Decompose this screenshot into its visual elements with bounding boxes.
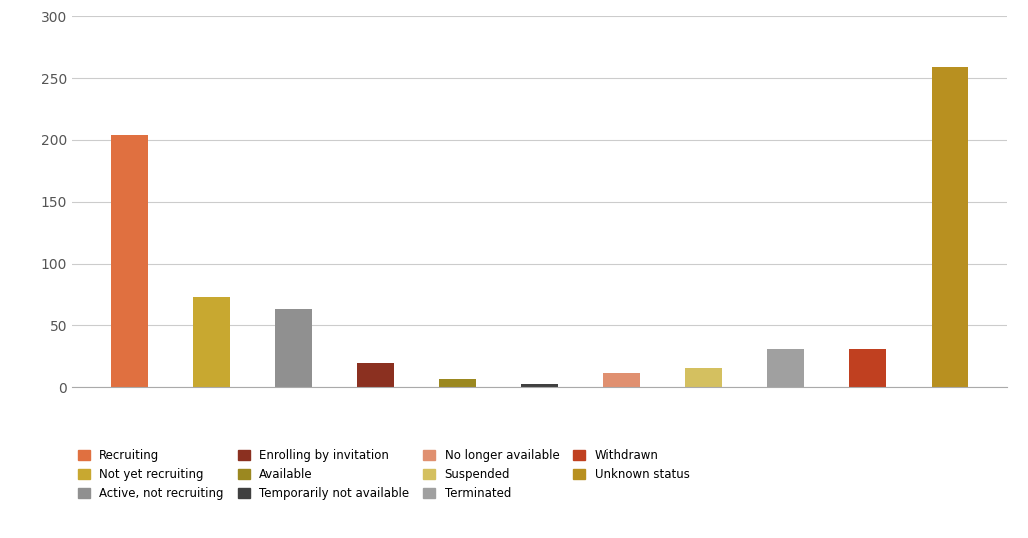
Bar bbox=[768, 349, 804, 387]
Bar bbox=[603, 372, 640, 387]
Bar bbox=[849, 349, 886, 387]
Legend: Recruiting, Not yet recruiting, Active, not recruiting, Enrolling by invitation,: Recruiting, Not yet recruiting, Active, … bbox=[78, 449, 690, 500]
Bar bbox=[276, 309, 311, 387]
Bar bbox=[193, 297, 230, 387]
Bar bbox=[111, 135, 148, 387]
Bar bbox=[521, 384, 558, 387]
Bar bbox=[439, 379, 476, 387]
Bar bbox=[357, 363, 394, 387]
Bar bbox=[931, 67, 968, 387]
Bar bbox=[686, 367, 723, 387]
